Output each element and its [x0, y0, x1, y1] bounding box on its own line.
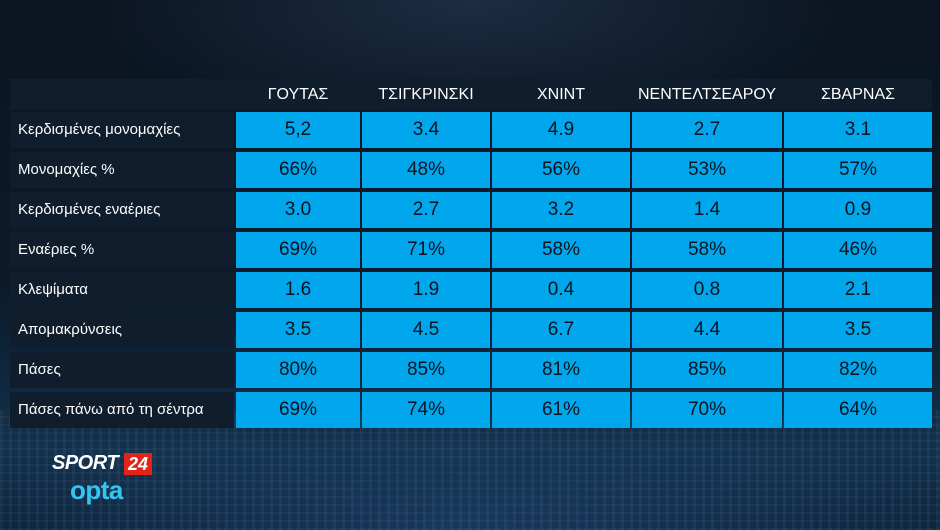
- stat-value-cell: 4.5: [362, 312, 490, 348]
- row-label: Κερδισμένες μονομαχίες: [10, 112, 234, 148]
- logo-sport-text: SPORT: [52, 452, 119, 474]
- table-header: ΓΟΥΤΑΣ ΤΣΙΓΚΡΙΝΣΚΙ ΧΝΙΝΤ ΝΕΝΤΕΛΤΣΕΑΡΟΥ Σ…: [10, 79, 932, 110]
- sport24-opta-logo: SPORT 24 opta: [52, 452, 172, 512]
- stat-value-cell: 66%: [236, 152, 360, 188]
- table-row: Κερδισμένες μονομαχίες 5,2 3.4 4.9 2.7 3.1: [10, 112, 932, 148]
- table-row: Πάσες πάνω από τη σέντρα 69% 74% 61% 70% 64%: [10, 392, 932, 428]
- stat-value-cell: 2.1: [784, 272, 932, 308]
- stat-value-cell: 69%: [236, 392, 360, 428]
- stat-value-cell: 3.2: [492, 192, 630, 228]
- column-header: ΧΝΙΝΤ: [537, 86, 585, 103]
- table-row: Πάσες 80% 85% 81% 85% 82%: [10, 352, 932, 388]
- stat-value-cell: 53%: [632, 152, 782, 188]
- stat-value-cell: 2.7: [632, 112, 782, 148]
- stat-value-cell: 71%: [362, 232, 490, 268]
- stat-value-cell: 6.7: [492, 312, 630, 348]
- stat-value-cell: 0.4: [492, 272, 630, 308]
- table-row: Απομακρύνσεις 3.5 4.5 6.7 4.4 3.5: [10, 312, 932, 348]
- stat-value-cell: 1.4: [632, 192, 782, 228]
- stat-value-cell: 5,2: [236, 112, 360, 148]
- stat-value-cell: 4.4: [632, 312, 782, 348]
- stat-value-cell: 3.5: [784, 312, 932, 348]
- logo-number-badge: 24: [124, 453, 153, 475]
- stat-value-cell: 57%: [784, 152, 932, 188]
- stat-value-cell: 69%: [236, 232, 360, 268]
- row-label: Εναέριες %: [10, 232, 234, 268]
- table-row: Κερδισμένες εναέριες 3.0 2.7 3.2 1.4 0.9: [10, 192, 932, 228]
- stat-value-cell: 80%: [236, 352, 360, 388]
- stat-value-cell: 46%: [784, 232, 932, 268]
- stat-value-cell: 3.5: [236, 312, 360, 348]
- stat-value-cell: 81%: [492, 352, 630, 388]
- table-row: Κλεψίματα 1.6 1.9 0.4 0.8 2.1: [10, 272, 932, 308]
- column-header: ΝΕΝΤΕΛΤΣΕΑΡΟΥ: [637, 86, 776, 103]
- stat-value-cell: 56%: [492, 152, 630, 188]
- stat-value-cell: 0.8: [632, 272, 782, 308]
- stat-value-cell: 3.1: [784, 112, 932, 148]
- crowd-texture: [0, 410, 940, 530]
- stat-value-cell: 82%: [784, 352, 932, 388]
- stat-value-cell: 58%: [632, 232, 782, 268]
- stat-value-cell: 74%: [362, 392, 490, 428]
- stat-value-cell: 3.4: [362, 112, 490, 148]
- stat-value-cell: 48%: [362, 152, 490, 188]
- row-label: Κερδισμένες εναέριες: [10, 192, 234, 228]
- column-header: ΓΟΥΤΑΣ: [267, 86, 329, 103]
- stat-value-cell: 70%: [632, 392, 782, 428]
- row-label: Πάσες: [10, 352, 234, 388]
- stat-value-cell: 85%: [632, 352, 782, 388]
- row-label: Απομακρύνσεις: [10, 312, 234, 348]
- column-header: ΤΣΙΓΚΡΙΝΣΚΙ: [378, 86, 474, 103]
- stat-value-cell: 3.0: [236, 192, 360, 228]
- stat-value-cell: 2.7: [362, 192, 490, 228]
- stat-value-cell: 4.9: [492, 112, 630, 148]
- column-header: ΣΒΑΡΝΑΣ: [820, 86, 896, 103]
- logo-opta-text: opta: [70, 475, 123, 505]
- stat-value-cell: 0.9: [784, 192, 932, 228]
- stat-value-cell: 85%: [362, 352, 490, 388]
- stat-value-cell: 58%: [492, 232, 630, 268]
- stat-value-cell: 1.9: [362, 272, 490, 308]
- stat-value-cell: 64%: [784, 392, 932, 428]
- table-row: Εναέριες % 69% 71% 58% 58% 46%: [10, 232, 932, 268]
- row-label: Κλεψίματα: [10, 272, 234, 308]
- row-label: Πάσες πάνω από τη σέντρα: [10, 392, 234, 428]
- stat-value-cell: 1.6: [236, 272, 360, 308]
- row-label: Μονομαχίες %: [10, 152, 234, 188]
- table-row: Μονομαχίες % 66% 48% 56% 53% 57%: [10, 152, 932, 188]
- stat-value-cell: 61%: [492, 392, 630, 428]
